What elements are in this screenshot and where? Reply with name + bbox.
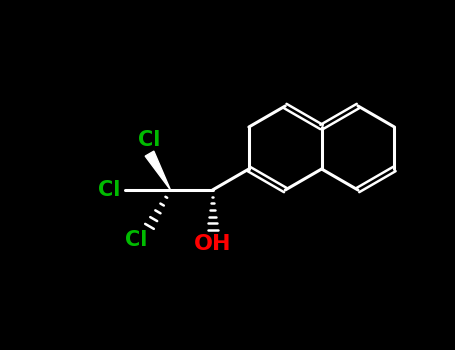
Polygon shape [145, 151, 171, 190]
Text: OH: OH [194, 234, 231, 254]
Text: Cl: Cl [125, 230, 147, 250]
Text: Cl: Cl [138, 130, 161, 150]
Text: Cl: Cl [98, 180, 121, 200]
